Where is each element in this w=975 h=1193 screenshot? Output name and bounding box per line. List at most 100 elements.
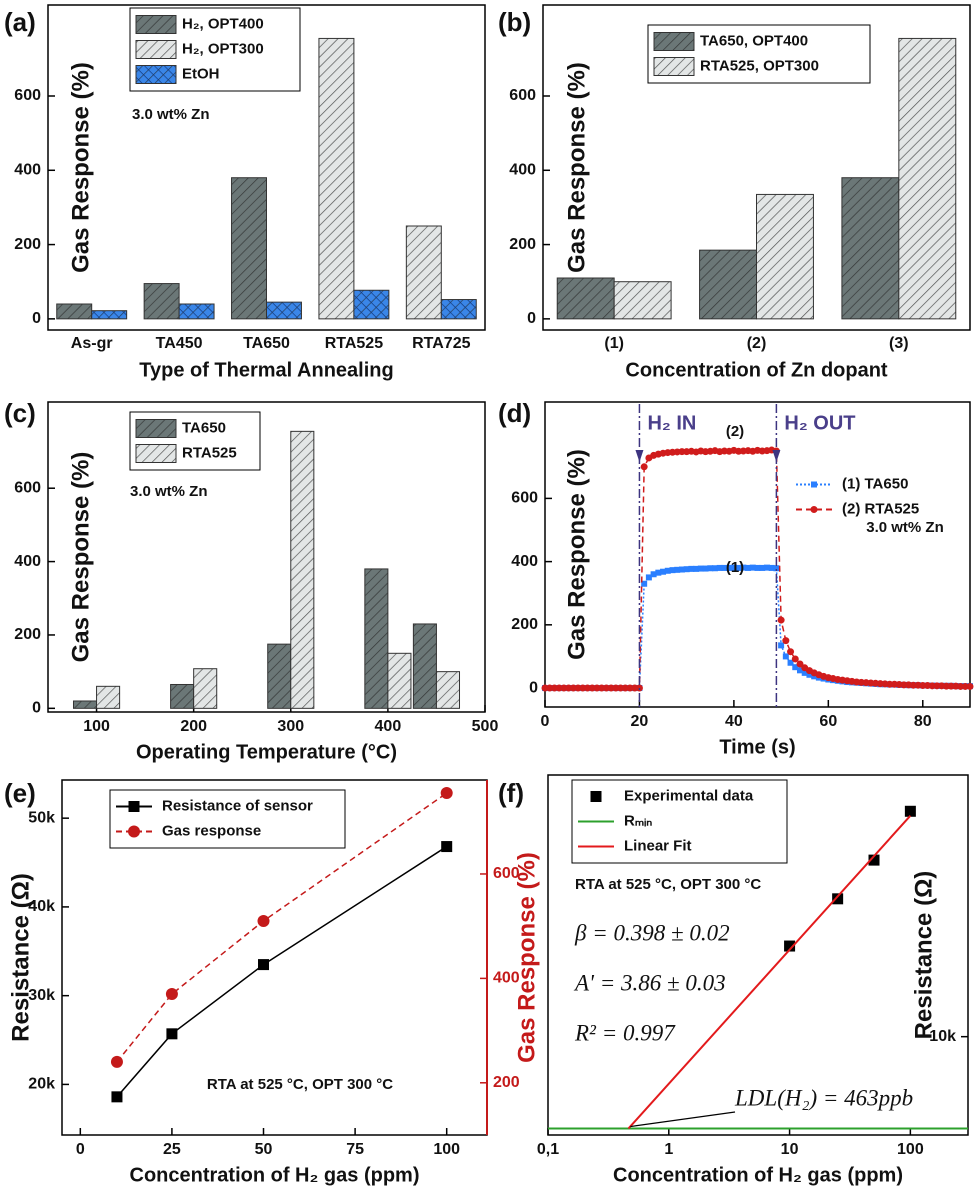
marker — [683, 566, 690, 573]
legend-label: Rₘᵢₙ — [624, 812, 652, 829]
bar — [556, 277, 615, 320]
x-tick-label: 25 — [163, 1141, 181, 1158]
y-tick-label: 200 — [509, 236, 536, 253]
marker — [441, 841, 453, 853]
marker — [777, 616, 785, 624]
marker — [674, 566, 681, 573]
panel-label: (c) — [4, 398, 36, 428]
marker — [650, 571, 657, 578]
bar — [267, 643, 292, 709]
x-tick-label: As-gr — [71, 335, 113, 352]
bar — [412, 623, 437, 709]
marker — [645, 574, 652, 581]
panel-label: (f) — [498, 778, 524, 808]
legend-box — [109, 789, 346, 849]
x-tick-label: 10 — [781, 1141, 799, 1158]
bar — [841, 177, 900, 320]
y-axis-label: Gas Response (%) — [67, 452, 94, 663]
legend-label: TA650 — [182, 419, 226, 436]
marker — [678, 566, 685, 573]
x-axis-label: Concentration of H₂ gas (ppm) — [613, 1164, 903, 1186]
bar — [405, 225, 442, 320]
legend-swatch — [135, 40, 177, 59]
annotation: β = 0.398 ± 0.02 — [574, 920, 730, 945]
x-tick-label: (2) — [747, 335, 767, 352]
annotation: 3.0 wt% Zn — [132, 106, 210, 123]
y-tick-label: 600 — [511, 490, 538, 507]
legend-label: Experimental data — [624, 787, 754, 804]
marker — [111, 1091, 123, 1103]
marker — [166, 1028, 178, 1040]
x-tick-label: 200 — [180, 718, 207, 735]
marker — [688, 565, 695, 572]
bar — [435, 671, 461, 709]
annotation: R² = 0.997 — [574, 1020, 676, 1045]
panel-label: (b) — [498, 7, 531, 37]
marker — [440, 787, 453, 800]
marker — [707, 565, 714, 572]
marker — [712, 565, 718, 572]
x-tick-label: RTA725 — [412, 335, 470, 352]
legend-label: H₂, OPT400 — [182, 15, 264, 32]
annotation: 3.0 wt% Zn — [866, 519, 944, 536]
marker — [697, 565, 704, 572]
marker — [693, 565, 700, 572]
series-line — [116, 845, 448, 1098]
marker — [868, 854, 880, 866]
plot-frame — [547, 774, 969, 1136]
legend-marker — [810, 506, 818, 513]
marker — [640, 463, 648, 471]
bar — [91, 310, 128, 320]
annotation: RTA at 525 °C, OPT 300 °C — [207, 1076, 393, 1093]
marker — [832, 893, 844, 905]
plot-frame — [542, 4, 971, 331]
y-tick-label: 400 — [511, 553, 538, 570]
x-tick-label: 100 — [83, 718, 110, 735]
y-tick-label: 400 — [14, 553, 41, 570]
y-tick-label: 200 — [511, 616, 538, 633]
event-arrow — [772, 450, 781, 462]
x-tick-label: 75 — [346, 1141, 364, 1158]
plot-frame — [47, 4, 486, 331]
legend-label: (1) TA650 — [842, 475, 908, 492]
marker — [773, 565, 780, 572]
marker — [754, 564, 761, 571]
x-tick-label: 1 — [664, 1141, 673, 1158]
marker — [966, 682, 974, 690]
annotation: (1) — [726, 559, 744, 576]
series-line — [545, 566, 970, 689]
marker — [792, 664, 799, 671]
annotation: A' = 3.86 ± 0.03 — [573, 970, 726, 995]
marker — [641, 580, 648, 587]
marker — [784, 940, 796, 952]
x-tick-label: 100 — [433, 1141, 460, 1158]
marker — [768, 564, 775, 571]
x-tick-label: 80 — [914, 713, 932, 730]
bar — [440, 299, 477, 320]
plot-frame — [47, 401, 486, 713]
bar — [613, 281, 672, 320]
marker — [702, 565, 709, 572]
event-label: H₂ IN — [647, 412, 696, 434]
legend-label: (2) RTA525 — [842, 500, 919, 517]
marker — [787, 659, 794, 666]
y-axis-label: Gas Response (%) — [563, 62, 590, 273]
y-tick-label: 0 — [32, 310, 41, 327]
x-tick-label: 0,1 — [537, 1141, 559, 1158]
marker — [110, 1055, 123, 1068]
y-tick-label: 10k — [929, 1028, 956, 1045]
y-tick-label: 40k — [28, 898, 55, 915]
legend-swatch — [653, 57, 695, 76]
x-tick-label: TA650 — [243, 335, 290, 352]
legend-marker — [590, 791, 602, 802]
series-line — [116, 792, 448, 1063]
y-tick-label: 0 — [32, 700, 41, 717]
x-tick-label: 20 — [631, 713, 649, 730]
y2-tick-label: 600 — [493, 865, 520, 882]
y2-tick-label: 400 — [493, 970, 520, 987]
legend-label: EtOH — [182, 65, 220, 82]
marker — [258, 959, 270, 971]
marker — [735, 564, 742, 571]
y-tick-label: 0 — [527, 310, 536, 327]
